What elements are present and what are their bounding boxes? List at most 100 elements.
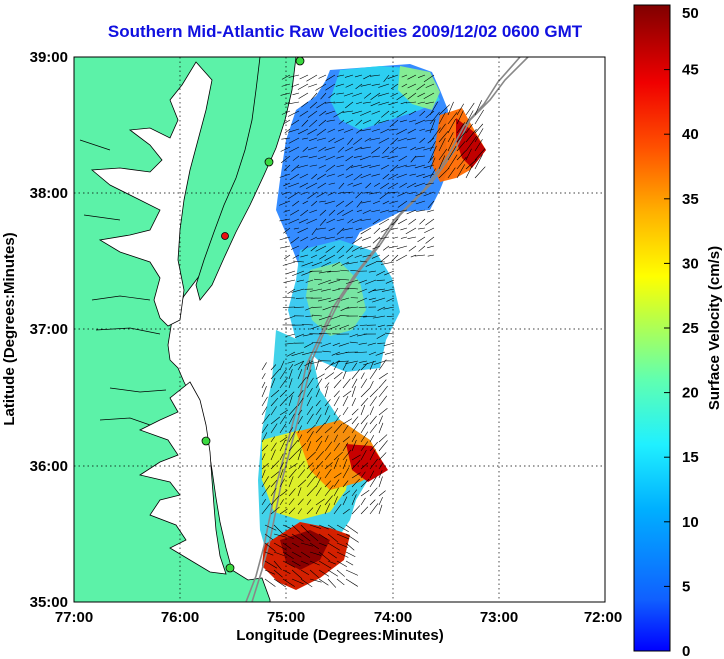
velocity-arrow bbox=[270, 389, 280, 398]
velocity-arrow bbox=[333, 110, 345, 118]
velocity-arrow bbox=[342, 490, 351, 497]
velocity-arrow bbox=[380, 164, 390, 170]
velocity-arrow bbox=[280, 155, 291, 164]
velocity-arrow bbox=[281, 110, 291, 115]
velocity-arrow bbox=[377, 324, 386, 328]
velocity-arrow bbox=[356, 128, 363, 134]
velocity-arrow bbox=[324, 426, 333, 434]
velocity-arrow bbox=[351, 478, 360, 488]
velocity-arrow bbox=[261, 444, 269, 452]
velocity-arrow bbox=[429, 157, 436, 170]
velocity-arrow bbox=[370, 74, 381, 77]
velocity-arrow bbox=[360, 490, 370, 497]
velocity-arrow bbox=[456, 122, 466, 134]
velocity-arrow bbox=[302, 146, 309, 152]
velocity-arrow bbox=[291, 542, 300, 548]
velocity-arrow bbox=[351, 494, 357, 506]
velocity-arrow bbox=[345, 533, 359, 543]
velocity-arrow bbox=[309, 137, 318, 141]
velocity-arrow bbox=[345, 200, 354, 207]
velocity-arrow bbox=[297, 415, 303, 425]
velocity-arrow bbox=[375, 261, 386, 263]
velocity-arrow bbox=[309, 560, 320, 566]
velocity-arrow bbox=[261, 414, 270, 425]
velocity-arrow bbox=[427, 254, 435, 257]
velocity-arrow bbox=[324, 372, 335, 380]
velocity-arrow bbox=[351, 164, 363, 168]
velocity-arrow bbox=[360, 372, 365, 380]
velocity-arrow bbox=[417, 227, 426, 230]
velocity-arrow bbox=[368, 297, 377, 301]
velocity-arrow bbox=[306, 462, 314, 470]
velocity-arrow bbox=[324, 399, 331, 407]
velocity-arrow bbox=[342, 406, 349, 416]
velocity-arrow bbox=[447, 137, 455, 152]
velocity-arrow bbox=[324, 101, 336, 104]
velocity-arrow bbox=[319, 254, 327, 260]
velocity-arrow bbox=[261, 432, 268, 443]
velocity-arrow bbox=[333, 472, 342, 479]
velocity-arrow bbox=[429, 111, 440, 125]
velocity-arrow bbox=[288, 468, 297, 479]
velocity-arrow bbox=[362, 101, 372, 104]
velocity-arrow bbox=[306, 406, 314, 416]
velocity-arrow bbox=[396, 209, 408, 213]
velocity-arrow bbox=[360, 471, 366, 479]
velocity-arrow bbox=[333, 414, 341, 425]
velocity-arrow bbox=[383, 306, 395, 310]
velocity-arrow bbox=[282, 542, 292, 550]
velocity-arrow bbox=[380, 182, 390, 189]
radar-site-marker bbox=[225, 563, 235, 573]
velocity-arrow bbox=[354, 254, 363, 258]
velocity-arrow bbox=[291, 578, 304, 585]
velocity-arrow bbox=[306, 218, 318, 224]
velocity-arrow bbox=[363, 92, 372, 99]
velocity-arrow bbox=[378, 415, 383, 425]
velocity-arrow bbox=[401, 74, 408, 78]
velocity-arrow bbox=[425, 218, 435, 226]
velocity-arrow bbox=[438, 123, 446, 134]
velocity-arrow bbox=[419, 137, 426, 143]
velocity-arrow bbox=[326, 119, 336, 122]
velocity-arrow bbox=[316, 173, 327, 180]
colorbar-tick-label: 20 bbox=[682, 385, 699, 402]
velocity-arrow bbox=[301, 245, 309, 252]
velocity-arrow bbox=[351, 472, 361, 479]
velocity-arrow bbox=[336, 542, 349, 548]
velocity-arrow bbox=[336, 578, 345, 586]
velocity-arrow bbox=[299, 110, 309, 117]
velocity-arrow bbox=[369, 415, 377, 425]
velocity-arrow bbox=[379, 236, 390, 240]
velocity-arrow bbox=[349, 324, 359, 330]
velocity-arrow bbox=[270, 442, 277, 452]
velocity-arrow bbox=[333, 451, 343, 461]
x-tick-label: 76:00 bbox=[161, 609, 199, 626]
velocity-arrow bbox=[336, 155, 345, 159]
velocity-arrow bbox=[342, 480, 349, 488]
velocity-arrow bbox=[283, 209, 291, 213]
velocity-arrow bbox=[378, 137, 390, 144]
velocity-arrow bbox=[321, 288, 332, 292]
velocity-arrow bbox=[315, 504, 322, 515]
velocity-arrow bbox=[279, 200, 291, 206]
velocity-arrow bbox=[336, 218, 345, 222]
velocity-arrow bbox=[311, 227, 318, 236]
velocity-arrow bbox=[429, 127, 441, 143]
velocity-arrow bbox=[376, 279, 386, 281]
velocity-arrow bbox=[390, 83, 399, 90]
velocity-arrow bbox=[416, 173, 426, 177]
velocity-arrow bbox=[417, 92, 426, 98]
velocity-arrow bbox=[325, 155, 336, 161]
velocity-arrow bbox=[290, 245, 300, 250]
velocity-arrow bbox=[360, 397, 369, 407]
velocity-arrow bbox=[390, 110, 399, 115]
velocity-arrow bbox=[377, 306, 386, 311]
velocity-arrow bbox=[465, 102, 475, 116]
velocity-arrow bbox=[279, 396, 289, 407]
velocity-arrow bbox=[288, 498, 295, 506]
velocity-arrow bbox=[438, 148, 448, 161]
velocity-arrow bbox=[456, 103, 464, 116]
velocity-arrow bbox=[351, 489, 358, 497]
velocity-arrow bbox=[287, 110, 300, 117]
velocity-arrow bbox=[363, 191, 372, 194]
